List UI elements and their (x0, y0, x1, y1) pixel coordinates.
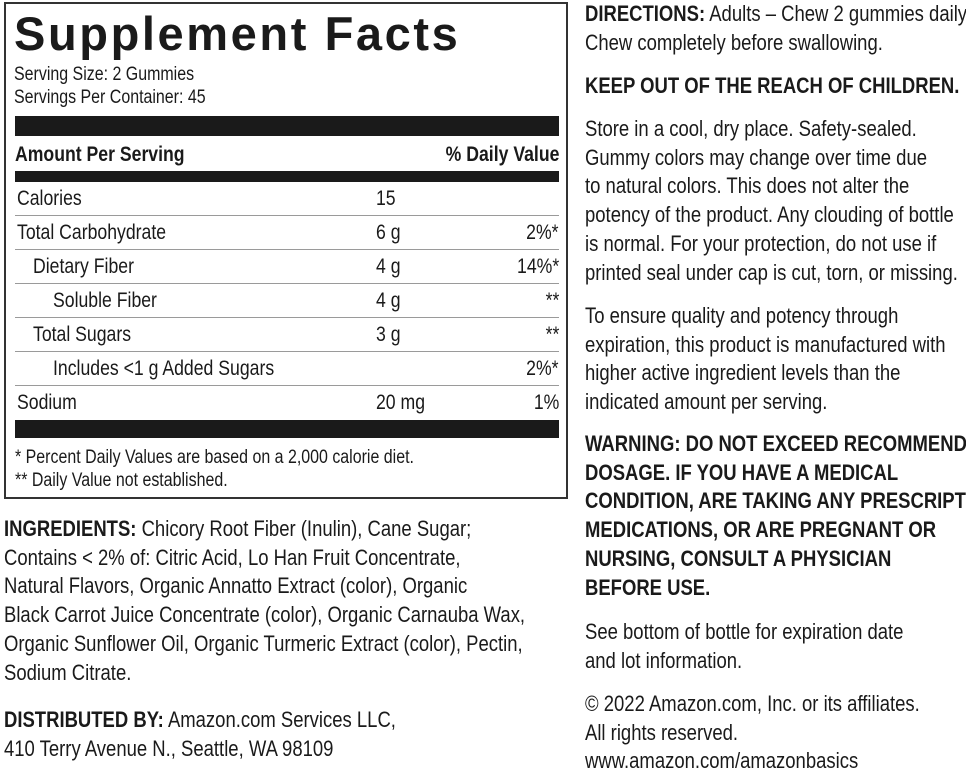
header-amount-per-serving: Amount Per Serving (15, 143, 185, 166)
nutrient-daily-value: ** (545, 323, 559, 346)
distributor-line: Amazon.com Services LLC, (163, 707, 396, 732)
ingredients-line: Chicory Root Fiber (Inulin), Cane Sugar; (136, 516, 472, 541)
ingredients-line: Contains < 2% of: Citric Acid, Lo Han Fr… (4, 544, 461, 570)
ingredients: INGREDIENTS: Chicory Root Fiber (Inulin)… (4, 515, 525, 687)
distributor-address: 410 Terry Avenue N., Seattle, WA 98109 (4, 735, 334, 761)
header-daily-value: % Daily Value (445, 143, 559, 166)
directions-label: DIRECTIONS: (585, 1, 706, 26)
row-divider (15, 385, 559, 386)
supplement-facts-panel (4, 2, 568, 499)
nutrient-name: Sodium (17, 391, 77, 414)
thick-divider-bottom (15, 420, 559, 438)
nutrient-daily-value: 2%* (526, 357, 559, 380)
footnote-not-established: ** Daily Value not established. (15, 470, 228, 491)
expiration-text: See bottom of bottle for expiration date… (585, 619, 904, 673)
row-divider (15, 351, 559, 352)
nutrient-amount: 20 mg (376, 391, 426, 414)
ingredients-line: Black Carrot Juice Concentrate (color), … (4, 602, 526, 628)
nutrient-name: Total Sugars (33, 323, 132, 346)
table-row: Total Sugars 3 g ** (15, 318, 559, 352)
row-divider (15, 317, 559, 318)
ingredients-line: Organic Sunflower Oil, Organic Turmeric … (4, 630, 523, 656)
medium-divider (15, 171, 559, 182)
row-divider (15, 283, 559, 284)
row-divider (15, 249, 559, 250)
ingredients-line: Natural Flavors, Organic Annatto Extract… (4, 573, 468, 599)
nutrient-daily-value: 2%* (526, 221, 559, 244)
nutrient-name: Total Carbohydrate (17, 221, 167, 244)
ingredients-label: INGREDIENTS: (4, 516, 137, 541)
row-divider (15, 215, 559, 216)
nutrient-daily-value: 14%* (516, 255, 559, 278)
nutrient-amount: 3 g (376, 323, 401, 346)
directions-line: Chew completely before swallowing. (585, 29, 883, 55)
table-row: Sodium 20 mg 1% (15, 386, 559, 420)
distributor: DISTRIBUTED BY: Amazon.com Services LLC,… (4, 706, 396, 763)
servings-per-container: Servings Per Container: 45 (14, 87, 206, 108)
quality-text: To ensure quality and potency through exp… (585, 303, 946, 415)
thick-divider (15, 116, 559, 136)
table-row: Soluble Fiber 4 g ** (15, 284, 559, 318)
copyright-text: © 2022 Amazon.com, Inc. or its affiliate… (585, 691, 920, 774)
nutrient-amount: 4 g (376, 255, 401, 278)
nutrient-name: Includes <1 g Added Sugars (53, 357, 275, 380)
nutrient-name: Soluble Fiber (53, 289, 157, 312)
table-row: Calories 15 (15, 182, 559, 216)
footnote-daily-values: * Percent Daily Values are based on a 2,… (15, 447, 414, 468)
directions: DIRECTIONS: Adults – Chew 2 gummies dail… (585, 0, 966, 57)
table-row: Includes <1 g Added Sugars 2%* (15, 352, 559, 386)
table-header: Amount Per Serving % Daily Value (15, 138, 559, 172)
storage-text: Store in a cool, dry place. Safety-seale… (585, 116, 958, 285)
nutrient-amount: 15 (376, 187, 396, 210)
nutrient-name: Dietary Fiber (33, 255, 134, 278)
ingredients-line: Sodium Citrate. (4, 659, 132, 685)
table-row: Total Carbohydrate 6 g 2%* (15, 216, 559, 250)
facts-title: Supplement Facts (14, 7, 461, 60)
nutrient-amount: 6 g (376, 221, 401, 244)
table-row: Dietary Fiber 4 g 14%* (15, 250, 559, 284)
nutrient-daily-value: ** (545, 289, 559, 312)
nutrient-amount: 4 g (376, 289, 401, 312)
nutrient-name: Calories (17, 187, 82, 210)
directions-line: Adults – Chew 2 gummies daily. (705, 1, 966, 26)
serving-size: Serving Size: 2 Gummies (14, 64, 195, 85)
nutrient-daily-value: 1% (533, 391, 559, 414)
distributor-label: DISTRIBUTED BY: (4, 707, 164, 732)
dosage-warning: WARNING: DO NOT EXCEED RECOMMENDED DOSAGE… (585, 431, 966, 600)
keep-out-warning: KEEP OUT OF THE REACH OF CHILDREN. (585, 73, 960, 98)
